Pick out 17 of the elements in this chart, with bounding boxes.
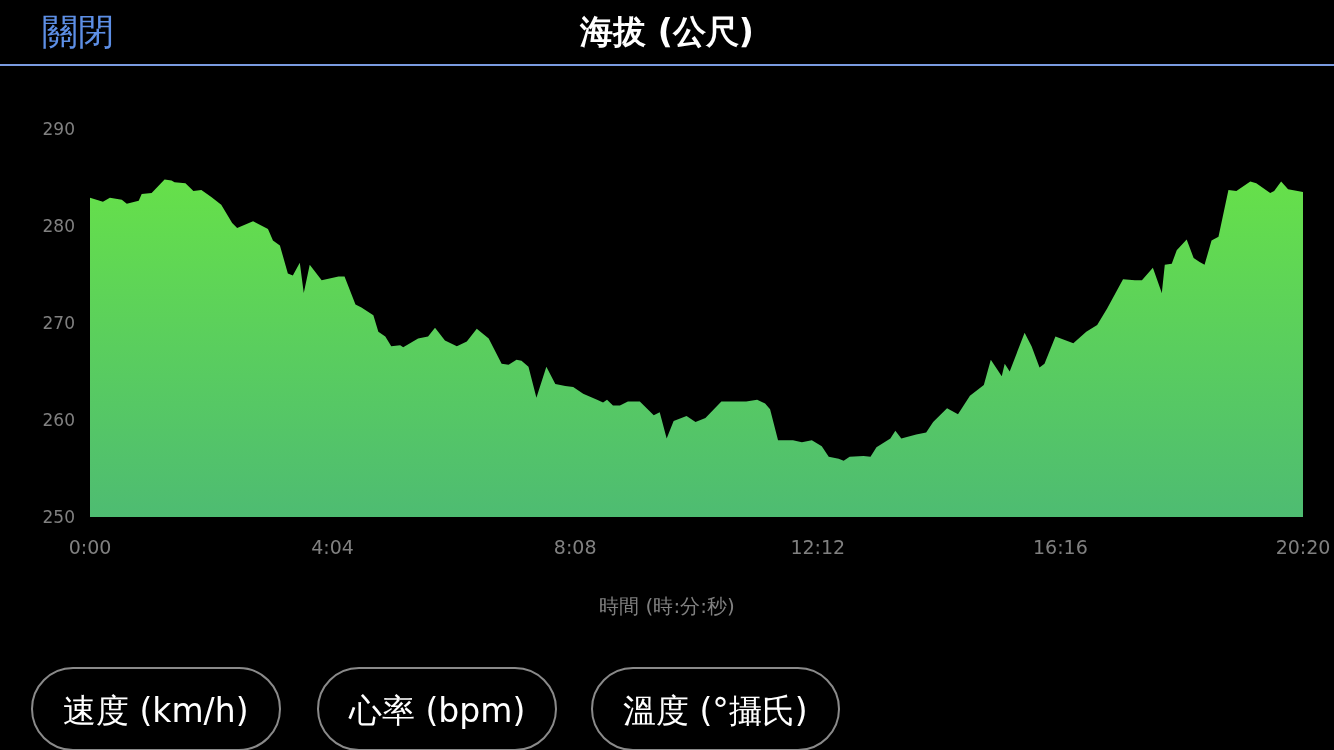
text: 溫度 (°攝氏) [591, 667, 840, 750]
text: 關閉 [42, 10, 114, 54]
chart-title: 海拔 (公尺) [580, 12, 754, 51]
y-tick-label: 280 [42, 216, 75, 236]
x-tick-label: 20:20 [1275, 535, 1331, 558]
y-tick-label: 270 [42, 313, 75, 333]
x-tick-label: 0:00 [68, 535, 112, 558]
x-tick-label: 4:04 [311, 535, 354, 558]
x-tick-label: 16:16 [1033, 535, 1088, 558]
text: 心率 (bpm) [317, 667, 558, 750]
x-tick-label: 12:12 [790, 535, 846, 558]
y-tick-label: 250 [42, 507, 75, 527]
y-tick-label: 260 [42, 410, 75, 430]
text: 速度 (km/h) [31, 667, 281, 750]
y-tick-label: 290 [42, 119, 75, 139]
x-axis-title: 時間 (時:分:秒) [598, 593, 736, 620]
x-tick-label: 8:08 [553, 535, 597, 558]
